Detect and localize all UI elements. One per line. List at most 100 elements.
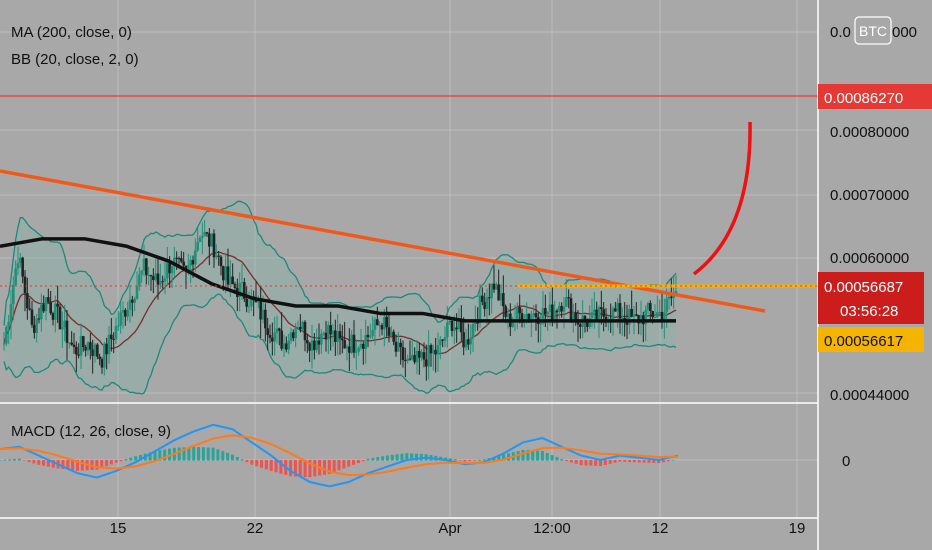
candle-countdown-label: 03:56:28: [840, 303, 898, 320]
candle-body: [107, 334, 111, 355]
candle-body: [404, 360, 407, 362]
candle-body: [611, 308, 615, 322]
candle-body: [110, 334, 113, 339]
candle-body: [590, 312, 594, 319]
candle-body: [37, 318, 41, 320]
candle-body: [600, 307, 603, 310]
candle-body: [387, 327, 391, 336]
macd-histogram-bar: [51, 460, 55, 468]
macd-histogram-bar: [71, 460, 75, 471]
candle-body: [175, 257, 178, 259]
candle-body: [273, 332, 276, 342]
macd-histogram-bar: [448, 458, 452, 461]
candle-body: [275, 328, 279, 333]
macd-histogram-bar: [623, 460, 627, 462]
candle-body: [574, 312, 577, 323]
candle-body: [663, 312, 666, 322]
candle-body: [562, 306, 566, 312]
candle-body: [338, 331, 342, 339]
descending-trendline[interactable]: [0, 169, 766, 313]
candle-body: [504, 306, 507, 318]
macd-histogram-bar: [303, 460, 307, 477]
candle-body: [140, 270, 143, 275]
candle-body: [152, 276, 155, 280]
macd-histogram-bar: [105, 460, 109, 467]
time-tick-1: 22: [247, 520, 264, 537]
macd-histogram-bar: [109, 460, 113, 465]
macd-histogram-bar: [637, 460, 641, 463]
candle-body: [490, 283, 493, 299]
candle-body: [366, 334, 370, 338]
candle-body: [397, 342, 400, 352]
candle-body: [21, 257, 24, 277]
candle-body: [583, 315, 587, 322]
bb-indicator-label[interactable]: BB (20, close, 2, 0): [11, 51, 139, 68]
macd-histogram-bar: [0, 460, 2, 461]
macd-histogram-bar: [657, 460, 661, 464]
candle-body: [392, 331, 395, 342]
macd-histogram-bar: [37, 460, 41, 465]
candle-body: [530, 315, 533, 320]
macd-histogram-bar: [361, 460, 365, 462]
projection-arc[interactable]: [692, 121, 752, 276]
candle-body: [54, 303, 57, 320]
candle-body: [593, 309, 596, 313]
candle-body: [343, 340, 346, 349]
candle-body: [560, 305, 563, 312]
macd-indicator-label[interactable]: MACD (12, 26, close, 9): [11, 423, 171, 440]
candle-body: [553, 310, 556, 320]
macd-histogram-bar: [206, 447, 210, 461]
candle-body: [492, 283, 496, 290]
candle-body: [329, 325, 332, 335]
candle-body: [632, 314, 636, 317]
price-tick-1: 0.00070000: [830, 187, 909, 204]
candle-body: [532, 313, 535, 316]
candle-body: [133, 298, 136, 303]
macd-histogram-bar: [138, 454, 142, 461]
time-tick-3: 12:00: [533, 520, 571, 537]
candle-body: [616, 303, 619, 312]
candle-body: [635, 314, 638, 316]
macd-histogram-bar: [473, 460, 477, 461]
candle-body: [432, 349, 435, 354]
candle-body: [196, 242, 199, 251]
candle-body: [399, 342, 402, 348]
candle-body: [658, 311, 661, 313]
candle-body: [2, 343, 6, 345]
macd-histogram-bar: [632, 460, 636, 463]
candle-body: [436, 345, 440, 355]
macd-histogram-bar: [153, 451, 157, 461]
candle-body: [12, 284, 15, 305]
macd-histogram-bar: [463, 460, 467, 462]
candle-body: [457, 321, 461, 330]
candle-body: [243, 282, 246, 299]
candle-body: [390, 331, 393, 336]
macd-histogram-bar: [337, 460, 341, 471]
candle-body: [331, 330, 335, 335]
candle-body: [280, 330, 283, 349]
candle-body: [362, 343, 365, 349]
candle-body: [476, 322, 479, 324]
macd-histogram-bar: [497, 455, 501, 461]
macd-histogram-bar: [274, 460, 278, 473]
candle-body: [217, 255, 220, 257]
candle-body: [201, 236, 204, 238]
macd-histogram-bar: [245, 460, 249, 463]
candle-body: [96, 344, 99, 357]
candle-body: [292, 332, 295, 339]
candle-body: [644, 310, 647, 325]
macd-histogram-bar: [148, 452, 152, 461]
candle-body: [334, 330, 337, 342]
candle-body: [191, 259, 195, 265]
candle-body: [229, 276, 232, 285]
macd-histogram-bar: [545, 452, 549, 461]
macd-histogram-bar: [114, 460, 118, 463]
ma-indicator-label[interactable]: MA (200, close, 0): [11, 24, 132, 41]
candle-body: [558, 305, 561, 313]
candle-body: [411, 355, 414, 360]
resistance-price-label: 0.00086270: [824, 90, 903, 107]
candle-body: [422, 352, 426, 360]
candle-body: [89, 342, 92, 350]
currency-badge[interactable]: BTC: [854, 16, 892, 45]
